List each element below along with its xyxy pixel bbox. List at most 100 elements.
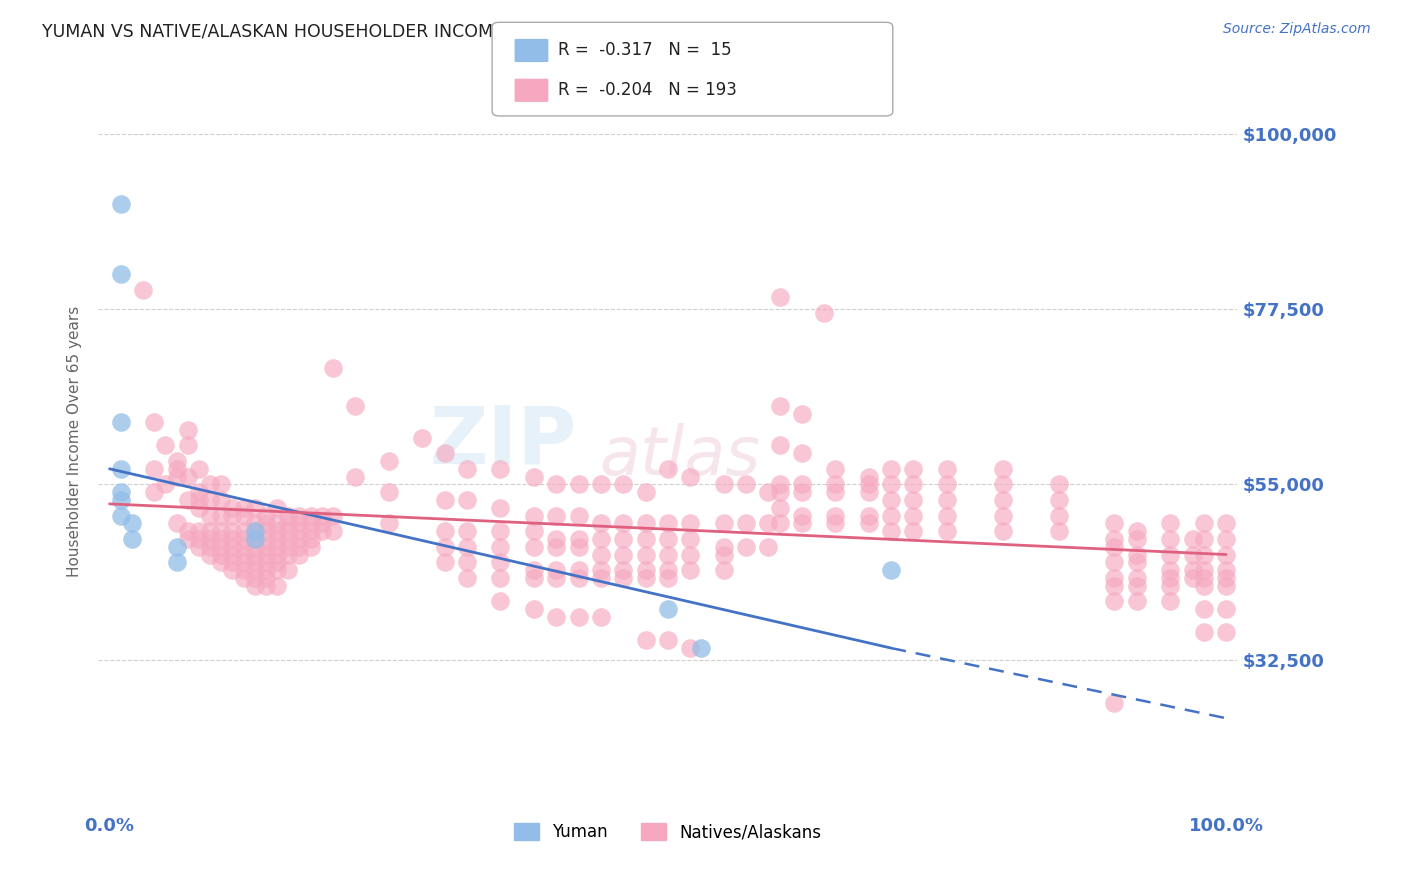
Point: [824, 508, 846, 523]
Point: [456, 462, 478, 476]
Point: [232, 548, 254, 562]
Point: [1159, 516, 1181, 531]
Point: [288, 524, 311, 538]
Point: [1159, 548, 1181, 562]
Point: [589, 548, 612, 562]
Point: [936, 462, 959, 476]
Point: [489, 594, 512, 608]
Point: [523, 563, 546, 577]
Point: [1159, 579, 1181, 593]
Point: [433, 493, 456, 508]
Point: [657, 532, 679, 546]
Point: [254, 540, 277, 554]
Point: [546, 532, 568, 546]
Point: [679, 516, 702, 531]
Point: [936, 477, 959, 491]
Point: [634, 516, 657, 531]
Point: [546, 540, 568, 554]
Point: [232, 563, 254, 577]
Point: [209, 508, 232, 523]
Point: [1215, 563, 1237, 577]
Point: [1192, 548, 1215, 562]
Point: [1104, 532, 1126, 546]
Point: [589, 532, 612, 546]
Point: [768, 516, 790, 531]
Point: [523, 571, 546, 585]
Point: [612, 548, 634, 562]
Point: [143, 485, 166, 500]
Point: [456, 571, 478, 585]
Point: [209, 540, 232, 554]
Point: [903, 493, 925, 508]
Point: [612, 516, 634, 531]
Point: [546, 508, 568, 523]
Point: [187, 485, 209, 500]
Point: [1215, 625, 1237, 640]
Point: [232, 571, 254, 585]
Point: [177, 438, 200, 452]
Point: [824, 477, 846, 491]
Point: [187, 540, 209, 554]
Text: R =  -0.204   N = 193: R = -0.204 N = 193: [558, 81, 737, 99]
Point: [790, 477, 813, 491]
Point: [1126, 548, 1149, 562]
Point: [344, 400, 367, 414]
Point: [209, 532, 232, 546]
Point: [1215, 602, 1237, 616]
Point: [1159, 594, 1181, 608]
Point: [143, 415, 166, 429]
Point: [1192, 571, 1215, 585]
Point: [1192, 625, 1215, 640]
Point: [198, 493, 221, 508]
Point: [166, 454, 188, 468]
Point: [589, 477, 612, 491]
Point: [679, 532, 702, 546]
Point: [567, 508, 589, 523]
Point: [679, 641, 702, 656]
Point: [166, 555, 188, 569]
Point: [1192, 579, 1215, 593]
Point: [880, 477, 903, 491]
Point: [936, 524, 959, 538]
Point: [110, 493, 132, 508]
Point: [634, 563, 657, 577]
Point: [1047, 477, 1070, 491]
Point: [991, 462, 1014, 476]
Point: [1181, 532, 1204, 546]
Point: [177, 423, 200, 437]
Point: [1104, 516, 1126, 531]
Point: [858, 516, 880, 531]
Point: [567, 532, 589, 546]
Point: [311, 516, 333, 531]
Text: atlas: atlas: [599, 424, 761, 490]
Point: [713, 563, 735, 577]
Point: [1104, 696, 1126, 710]
Point: [991, 477, 1014, 491]
Point: [1215, 579, 1237, 593]
Point: [657, 633, 679, 648]
Point: [523, 602, 546, 616]
Point: [1159, 563, 1181, 577]
Point: [567, 540, 589, 554]
Point: [187, 462, 209, 476]
Point: [657, 516, 679, 531]
Point: [1126, 532, 1149, 546]
Point: [311, 524, 333, 538]
Point: [824, 485, 846, 500]
Point: [936, 508, 959, 523]
Point: [288, 548, 311, 562]
Point: [243, 524, 266, 538]
Point: [209, 493, 232, 508]
Point: [121, 516, 143, 531]
Point: [187, 493, 209, 508]
Point: [813, 306, 835, 320]
Point: [277, 540, 299, 554]
Point: [243, 516, 266, 531]
Point: [546, 571, 568, 585]
Point: [634, 485, 657, 500]
Point: [299, 524, 322, 538]
Point: [1126, 594, 1149, 608]
Point: [1181, 571, 1204, 585]
Point: [612, 563, 634, 577]
Point: [243, 500, 266, 515]
